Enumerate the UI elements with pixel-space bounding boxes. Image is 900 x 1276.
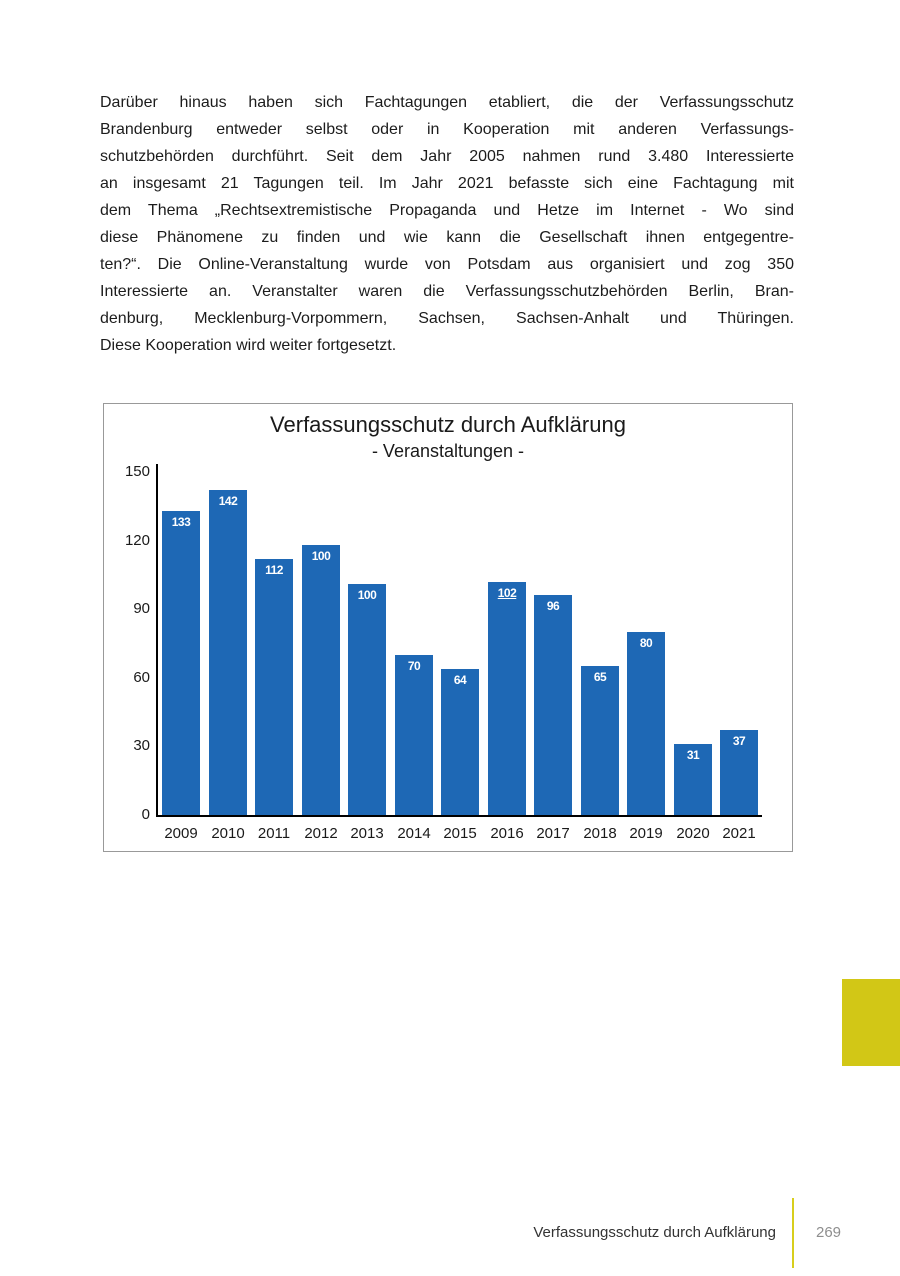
bar-value-label: 80 <box>639 636 653 650</box>
x-axis-tick-label: 2017 <box>536 825 570 842</box>
x-axis-tick-label: 2021 <box>722 825 756 842</box>
bar-value-label: 133 <box>171 515 191 529</box>
x-axis-tick-label: 2018 <box>583 825 617 842</box>
y-axis-line <box>156 464 158 817</box>
bar-value-label: 100 <box>311 549 331 563</box>
x-axis-tick-label: 2014 <box>397 825 431 842</box>
body-text-line: Brandenburg entweder selbst oder in Koop… <box>100 121 794 138</box>
chart-bar <box>162 511 200 815</box>
body-text-line: Diese Kooperation wird weiter fortgesetz… <box>100 337 397 354</box>
bar-value-label: 112 <box>265 563 283 577</box>
chart-bar <box>255 559 293 815</box>
body-text-line: ten?“. Die Online-Veranstaltung wurde vo… <box>100 256 794 273</box>
y-axis-tick-label: 0 <box>141 806 150 823</box>
x-axis-tick-label: 2016 <box>490 825 524 842</box>
chart-bar <box>627 632 665 815</box>
y-axis-tick-label: 60 <box>133 669 150 686</box>
x-axis-tick-label: 2013 <box>350 825 384 842</box>
bar-chart-figure: Verfassungsschutz durch Aufklärung - Ver… <box>103 403 793 852</box>
x-axis-tick-label: 2020 <box>676 825 710 842</box>
chart-bar <box>441 669 479 815</box>
footer-section-title: Verfassungsschutz durch Aufklärung <box>533 1224 776 1241</box>
page-number: 269 <box>816 1224 842 1241</box>
body-text-line: diese Phänomene zu finden und wie kann d… <box>100 229 794 246</box>
body-text-line: denburg, Mecklenburg-Vorpommern, Sachsen… <box>100 310 794 327</box>
x-axis-tick-label: 2009 <box>164 825 198 842</box>
bar-value-label: 100 <box>357 588 377 602</box>
plot-area: 0 30 60 90 120 150 133 2009 142 2010 112 2011 100 201… <box>104 404 792 851</box>
chart-bar <box>209 490 247 815</box>
chart-bar <box>720 730 758 815</box>
chart-bar <box>348 584 386 815</box>
chart-bar <box>581 666 619 815</box>
body-paragraph: Darüber hinaus haben sich Fachtagungen e… <box>100 89 794 359</box>
bar-value-label: 37 <box>732 734 746 748</box>
bar-value-label: 65 <box>593 670 607 684</box>
chart-bar <box>674 744 712 815</box>
y-axis-tick-label: 90 <box>133 600 150 617</box>
body-text-line: an insgesamt 21 Tagungen teil. Im Jahr 2… <box>100 175 794 192</box>
body-text-line: Interessierte an. Veranstalter waren die… <box>100 283 794 300</box>
bar-value-label: 142 <box>218 494 238 508</box>
y-axis-tick-label: 30 <box>133 737 150 754</box>
chart-title: Verfassungsschutz durch Aufklärung <box>270 412 626 437</box>
body-text-line: Darüber hinaus haben sich Fachtagungen e… <box>100 94 794 111</box>
bar-value-label: 102 <box>497 586 517 600</box>
x-axis-tick-label: 2019 <box>629 825 663 842</box>
bar-value-label: 70 <box>407 659 421 673</box>
bar-value-label: 64 <box>453 673 467 687</box>
chart-bar <box>395 655 433 815</box>
y-axis-tick-label: 120 <box>124 532 150 549</box>
chart-bar <box>534 595 572 815</box>
margin-highlight-box <box>842 979 900 1066</box>
x-axis-tick-label: 2011 <box>257 825 291 842</box>
bar-value-label: 96 <box>546 599 560 613</box>
x-axis-tick-label: 2015 <box>443 825 477 842</box>
y-axis-tick-label: 150 <box>124 463 150 480</box>
body-text-line: dem Thema „Rechtsextremistische Propagan… <box>100 202 794 219</box>
chart-subtitle: - Veranstaltungen - <box>371 441 525 461</box>
x-axis-line <box>156 815 762 817</box>
x-axis-tick-label: 2010 <box>211 825 245 842</box>
chart-bar <box>488 582 526 815</box>
chart-bar <box>302 545 340 815</box>
footer-divider <box>792 1198 794 1268</box>
body-text-line: schutzbehörden durchführt. Seit dem Jahr… <box>100 148 794 165</box>
bar-value-label: 31 <box>686 748 700 762</box>
x-axis-tick-label: 2012 <box>304 825 338 842</box>
